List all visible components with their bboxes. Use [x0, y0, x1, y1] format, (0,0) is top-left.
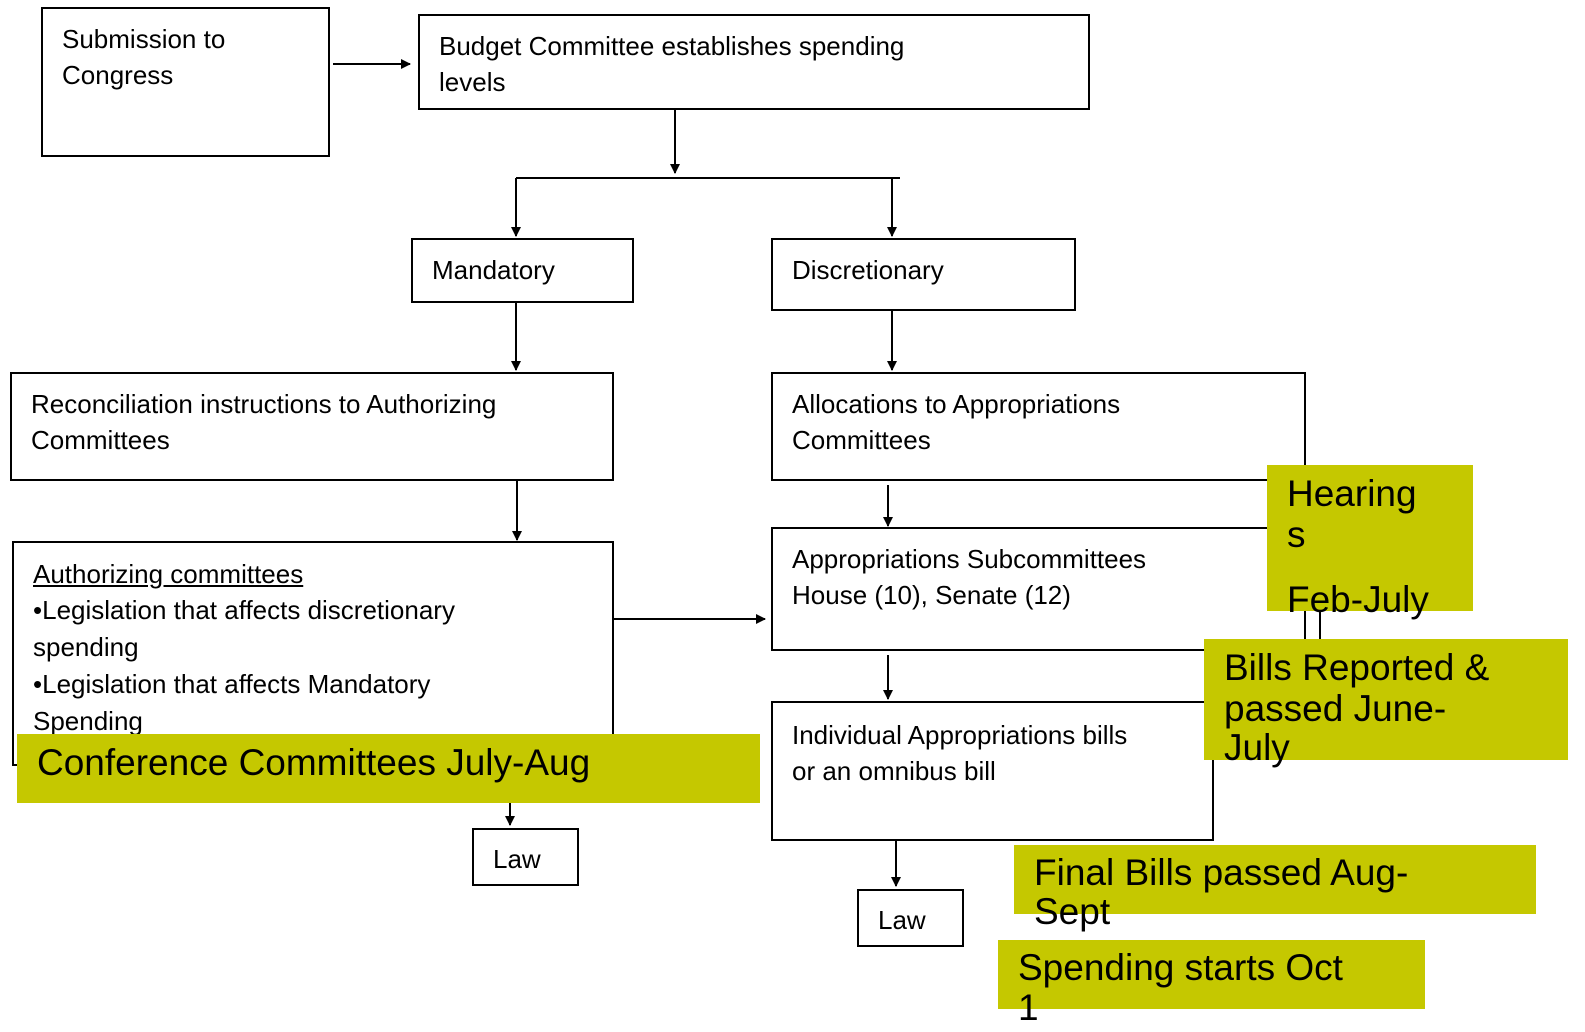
node-box: Budget Committee establishes spending le… [418, 14, 1090, 110]
node-text: Mandatory [432, 255, 555, 285]
node-text: levels [439, 67, 506, 97]
node-box: Individual Appropriations bills or an om… [771, 701, 1214, 841]
node-text: Law [878, 905, 926, 935]
note-text: Final Bills passed Aug- [1034, 852, 1409, 893]
node-text: Discretionary [792, 255, 944, 285]
note-text: Bills Reported & [1224, 647, 1490, 688]
node-text: Individual Appropriations bills [792, 720, 1128, 750]
note-text: July [1224, 727, 1290, 768]
note-text: 1 [1018, 988, 1039, 1028]
node-text: Reconciliation instructions to Authorizi… [31, 389, 497, 419]
node-heading: Authorizing committees [33, 559, 304, 589]
node-text: Law [493, 844, 541, 874]
node-box: Authorizing committees •Legislation that… [12, 541, 614, 766]
note-text: Spending starts Oct [1018, 947, 1343, 988]
note-text: Conference Committees July-Aug [37, 742, 591, 783]
node-text: Spending [33, 706, 143, 736]
note-text: s [1287, 514, 1306, 555]
node-text: Allocations to Appropriations [792, 389, 1121, 419]
timeline-note: Hearing s Feb-July [1267, 465, 1473, 620]
note-text: Hearing [1287, 473, 1417, 514]
node-text: Congress [62, 60, 174, 90]
note-text: Feb-July [1287, 579, 1429, 620]
node-text: •Legislation that affects discretionary [33, 595, 455, 625]
node-box: Mandatory [411, 238, 634, 303]
timeline-note: Conference Committees July-Aug [17, 734, 760, 803]
node-text: or an omnibus bill [792, 756, 996, 786]
node-text: Committees [792, 425, 931, 455]
timeline-note: Final Bills passed Aug- Sept [1014, 845, 1536, 932]
node-box: Appropriations Subcommittees House (10),… [771, 527, 1306, 651]
node-text: Appropriations Subcommittees [792, 544, 1147, 574]
node-box: Reconciliation instructions to Authorizi… [10, 372, 614, 481]
node-text: Budget Committee establishes spending [439, 31, 905, 61]
timeline-note: Bills Reported & passed June- July [1204, 639, 1568, 768]
node-box: Submission to Congress [41, 7, 330, 157]
node-box: Law [472, 828, 579, 886]
node-box: Allocations to Appropriations Committees [771, 372, 1306, 481]
node-text: House (10), Senate (12) [792, 580, 1071, 610]
node-box: Law [857, 889, 964, 947]
note-text: passed June- [1224, 688, 1447, 729]
timeline-note: Spending starts Oct 1 [998, 940, 1425, 1028]
node-text: Committees [31, 425, 170, 455]
node-text: •Legislation that affects Mandatory [33, 669, 431, 699]
node-text: spending [33, 632, 139, 662]
node-box: Discretionary [771, 238, 1076, 311]
node-text: Submission to [62, 24, 226, 54]
note-text: Sept [1034, 891, 1111, 932]
